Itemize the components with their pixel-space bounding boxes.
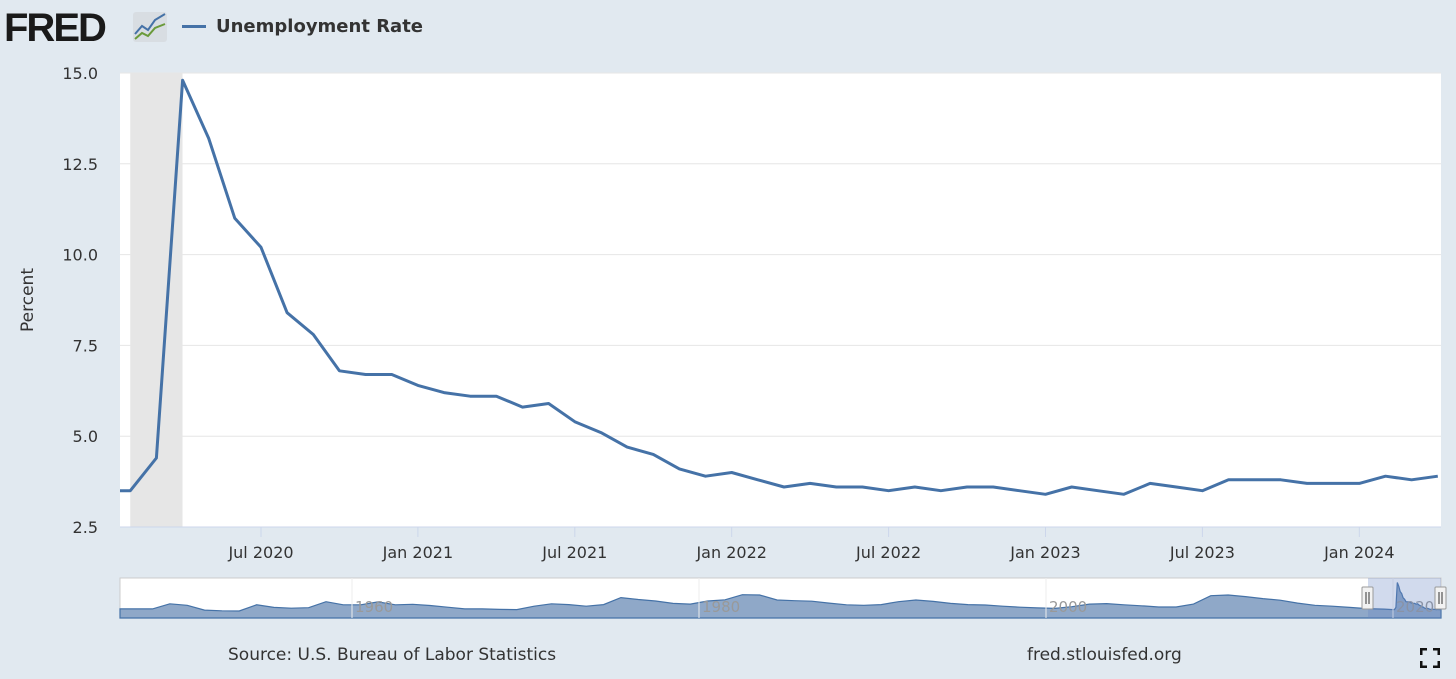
- x-tick-label: Jul 2022: [855, 543, 921, 562]
- y-tick-label: 12.5: [62, 155, 98, 174]
- navigator-label: 2020: [1396, 598, 1434, 616]
- navigator-label: 1960: [355, 598, 393, 616]
- fullscreen-icon[interactable]: [1420, 648, 1440, 668]
- source-note: Source: U.S. Bureau of Labor Statistics: [228, 645, 557, 665]
- y-tick-label: 2.5: [73, 518, 98, 537]
- y-tick-label: 10.0: [62, 246, 98, 265]
- legend-swatch: [182, 25, 206, 28]
- x-tick-label: Jan 2022: [695, 543, 766, 562]
- legend-label: Unemployment Rate: [216, 16, 424, 37]
- fred-logo[interactable]: FRED: [4, 6, 107, 50]
- x-tick-label: Jan 2021: [382, 543, 453, 562]
- navigator-handle-right[interactable]: [1434, 586, 1447, 610]
- x-tick-label: Jul 2021: [541, 543, 607, 562]
- navigator-area: [119, 582, 1442, 619]
- y-tick-label: 5.0: [73, 427, 98, 446]
- y-tick-label: 15.0: [62, 64, 98, 83]
- site-link[interactable]: fred.stlouisfed.org: [1027, 645, 1182, 665]
- x-tick-label: Jan 2023: [1009, 543, 1080, 562]
- fred-chart-icon: [133, 12, 167, 42]
- navigator-label: 1980: [702, 598, 740, 616]
- plot-area: [120, 73, 1441, 527]
- navigator-label: 2000: [1049, 598, 1087, 616]
- navigator-handle-left[interactable]: [1361, 586, 1374, 610]
- legend[interactable]: Unemployment Rate: [182, 16, 423, 37]
- y-axis-label: Percent: [18, 268, 38, 332]
- navigator-selection[interactable]: [1368, 578, 1441, 618]
- x-tick-label: Jul 2023: [1169, 543, 1235, 562]
- x-tick-label: Jul 2020: [227, 543, 293, 562]
- y-tick-label: 7.5: [73, 336, 98, 355]
- x-tick-label: Jan 2024: [1323, 543, 1394, 562]
- series-line-unemployment-rate[interactable]: [104, 78, 1439, 496]
- navigator[interactable]: 1960 1980 2000 2020: [119, 577, 1447, 619]
